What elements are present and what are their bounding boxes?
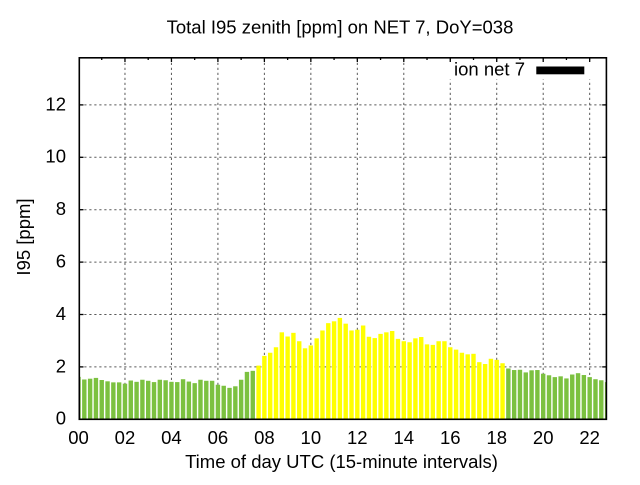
svg-text:4: 4 <box>56 303 66 324</box>
svg-text:6: 6 <box>56 251 66 272</box>
svg-text:06: 06 <box>208 427 229 448</box>
svg-text:12: 12 <box>45 93 66 114</box>
svg-text:16: 16 <box>440 427 461 448</box>
svg-text:0: 0 <box>56 408 66 429</box>
svg-text:20: 20 <box>533 427 554 448</box>
svg-text:2: 2 <box>56 355 66 376</box>
svg-text:18: 18 <box>486 427 507 448</box>
svg-text:04: 04 <box>161 427 182 448</box>
svg-text:ion net 7: ion net 7 <box>454 59 525 80</box>
svg-text:10: 10 <box>45 146 66 167</box>
svg-text:02: 02 <box>115 427 136 448</box>
svg-text:08: 08 <box>254 427 275 448</box>
svg-text:12: 12 <box>347 427 368 448</box>
svg-text:8: 8 <box>56 198 66 219</box>
svg-text:Total I95 zenith [ppm] on NET: Total I95 zenith [ppm] on NET 7, DoY=038 <box>167 17 514 38</box>
svg-text:14: 14 <box>394 427 415 448</box>
svg-text:10: 10 <box>301 427 322 448</box>
svg-text:I95 [ppm]: I95 [ppm] <box>13 198 34 275</box>
svg-text:Time of day UTC (15-minute int: Time of day UTC (15-minute intervals) <box>185 451 498 472</box>
svg-text:00: 00 <box>68 427 89 448</box>
svg-text:22: 22 <box>579 427 600 448</box>
